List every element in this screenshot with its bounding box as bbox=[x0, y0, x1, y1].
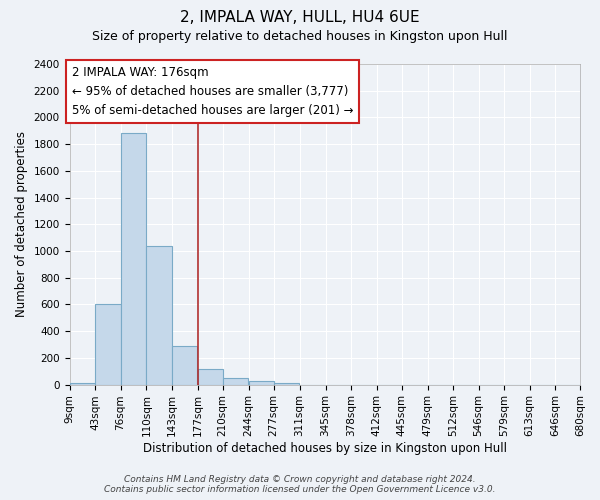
Bar bbox=[274, 382, 299, 384]
Y-axis label: Number of detached properties: Number of detached properties bbox=[15, 132, 28, 318]
Bar bbox=[121, 134, 146, 384]
X-axis label: Distribution of detached houses by size in Kingston upon Hull: Distribution of detached houses by size … bbox=[143, 442, 507, 455]
Bar bbox=[223, 378, 248, 384]
Text: 2, IMPALA WAY, HULL, HU4 6UE: 2, IMPALA WAY, HULL, HU4 6UE bbox=[180, 10, 420, 25]
Bar bbox=[146, 246, 172, 384]
Bar bbox=[248, 382, 274, 384]
Bar bbox=[172, 346, 197, 385]
Text: Contains HM Land Registry data © Crown copyright and database right 2024.
Contai: Contains HM Land Registry data © Crown c… bbox=[104, 474, 496, 494]
Text: 2 IMPALA WAY: 176sqm
← 95% of detached houses are smaller (3,777)
5% of semi-det: 2 IMPALA WAY: 176sqm ← 95% of detached h… bbox=[72, 66, 353, 116]
Bar bbox=[95, 304, 121, 384]
Text: Size of property relative to detached houses in Kingston upon Hull: Size of property relative to detached ho… bbox=[92, 30, 508, 43]
Bar bbox=[197, 369, 223, 384]
